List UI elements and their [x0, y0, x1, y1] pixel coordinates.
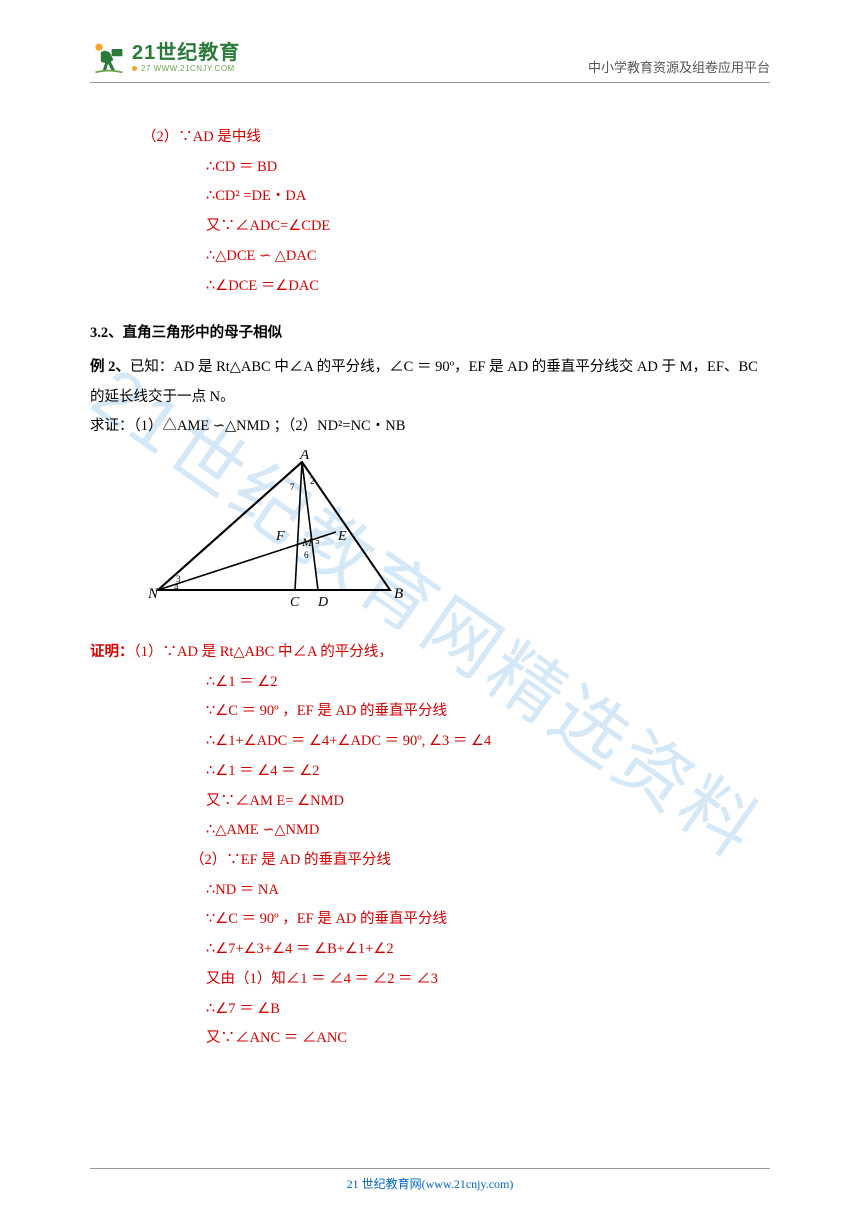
- logo-text: 21世纪教育 27 WWW.21CNJY.COM: [132, 43, 240, 73]
- prev-proof-l2: ∴CD ＝ BD: [90, 153, 770, 183]
- logo-dot-icon: [132, 66, 137, 71]
- example-line2: 的延长线交于一点 N。: [90, 383, 770, 413]
- example-label: 例 2、: [90, 359, 130, 375]
- proof-p1g: ∴△AME ∽△NMD: [90, 816, 770, 846]
- section-heading: 3.2、直角三角形中的母子相似: [90, 319, 770, 349]
- page-footer: 21 世纪教育网(www.21cnjy.com): [90, 1168, 770, 1192]
- vertex-E: E: [337, 529, 347, 544]
- proof-label: 证明：: [90, 644, 134, 660]
- vertex-A: A: [299, 450, 310, 463]
- logo-cn: 21世纪教育: [132, 43, 240, 63]
- geometry-diagram: A B C D E F M N 1 2 3 4 5 6 7: [140, 450, 770, 632]
- logo-block: 21世纪教育 27 WWW.21CNJY.COM: [90, 40, 240, 76]
- proof-p2d: ∴∠7+∠3+∠4 ＝ ∠B+∠1+∠2: [90, 935, 770, 965]
- vertex-C: C: [290, 595, 300, 610]
- example-line1: 例 2、已知：AD 是 Rt△ABC 中∠A 的平分线，∠C ＝ 90º，EF …: [90, 353, 770, 383]
- proof-p2f: ∴∠7 ＝ ∠B: [90, 995, 770, 1025]
- prev-proof-l3: ∴CD² =DE・DA: [90, 182, 770, 212]
- prev-proof-l1: （2）∵AD 是中线: [90, 123, 770, 153]
- vertex-F: F: [275, 529, 285, 544]
- page-container: 21世纪教育 27 WWW.21CNJY.COM 中小学教育资源及组卷应用平台 …: [0, 0, 860, 1216]
- angle-6: 6: [304, 550, 309, 560]
- content-body: （2）∵AD 是中线 ∴CD ＝ BD ∴CD² =DE・DA 又∵∠ADC=∠…: [90, 123, 770, 1054]
- angle-4: 4: [174, 582, 179, 592]
- proof-p1c: ∵∠C ＝ 90º ，EF 是 AD 的垂直平分线: [90, 697, 770, 727]
- proof-p1a: （1）∵AD 是 Rt△ABC 中∠A 的平分线，: [134, 644, 393, 660]
- prev-proof-l6: ∴∠DCE ＝∠DAC: [90, 272, 770, 302]
- proof-p1f: 又∵∠AM E= ∠NMD: [90, 787, 770, 817]
- angle-5: 5: [315, 536, 320, 546]
- proof-p1d: ∴∠1+∠ADC ＝ ∠4+∠ADC ＝ 90º, ∠3 ＝ ∠4: [90, 727, 770, 757]
- angle-7: 7: [290, 482, 295, 492]
- prev-proof-l5: ∴△DCE ∽ △DAC: [90, 242, 770, 272]
- vertex-M: M: [301, 535, 313, 549]
- vertex-D: D: [317, 595, 328, 610]
- proof-p2e: 又由（1）知∠1 ＝ ∠4 ＝ ∠2 ＝ ∠3: [90, 965, 770, 995]
- header-subtitle: 中小学教育资源及组卷应用平台: [588, 57, 770, 76]
- proof-line-head: 证明：（1）∵AD 是 Rt△ABC 中∠A 的平分线，: [90, 638, 770, 668]
- logo-icon: [90, 40, 126, 76]
- proof-p2c: ∵∠C ＝ 90º ，EF 是 AD 的垂直平分线: [90, 905, 770, 935]
- page-header: 21世纪教育 27 WWW.21CNJY.COM 中小学教育资源及组卷应用平台: [90, 40, 770, 83]
- footer-brand: 21 世纪教育网: [347, 1177, 422, 1191]
- vertex-N: N: [147, 586, 159, 602]
- prev-proof-l4: 又∵∠ADC=∠CDE: [90, 212, 770, 242]
- proof-p2g: 又∵∠ANC ＝ ∠ANC: [90, 1024, 770, 1054]
- proof-p1e: ∴∠1 ＝ ∠4 ＝ ∠2: [90, 757, 770, 787]
- vertex-B: B: [394, 586, 403, 602]
- proof-p2b: ∴ND ＝ NA: [90, 876, 770, 906]
- logo-en: 27 WWW.21CNJY.COM: [141, 65, 235, 73]
- angle-2: 2: [310, 476, 315, 486]
- footer-url: (www.21cnjy.com): [422, 1177, 514, 1191]
- example-text1: 已知：AD 是 Rt△ABC 中∠A 的平分线，∠C ＝ 90º，EF 是 AD…: [130, 359, 758, 375]
- example-prove: 求证：（1）△AME ∽△NMD ；（2）ND²=NC・NB: [90, 412, 770, 442]
- proof-p1b: ∴∠1 ＝ ∠2: [90, 668, 770, 698]
- proof-p2a: （2）∵EF 是 AD 的垂直平分线: [90, 846, 770, 876]
- angle-1: 1: [302, 476, 307, 486]
